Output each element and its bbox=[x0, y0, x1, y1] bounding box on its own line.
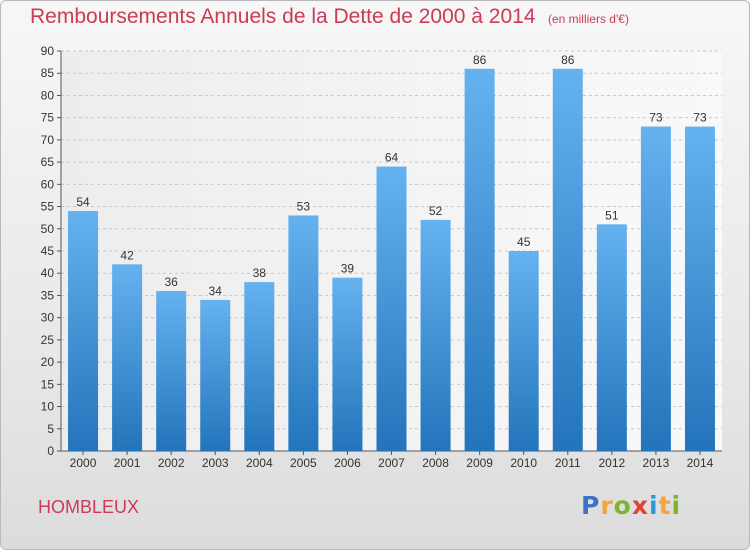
x-tick-label: 2006 bbox=[334, 456, 361, 470]
bar-2006 bbox=[332, 277, 363, 451]
value-label: 36 bbox=[164, 275, 178, 289]
value-label: 54 bbox=[76, 195, 90, 209]
bar-2011 bbox=[552, 68, 583, 452]
bar-2010 bbox=[508, 251, 539, 451]
value-label: 73 bbox=[693, 111, 707, 125]
bar-2007 bbox=[376, 166, 407, 452]
y-tick-label: 75 bbox=[41, 111, 55, 125]
logo-letter: x bbox=[631, 491, 649, 520]
y-tick-label: 0 bbox=[47, 444, 54, 458]
logo-letter: P bbox=[581, 491, 601, 520]
proxiti-logo: Proxiti bbox=[581, 491, 681, 520]
bar-2003 bbox=[200, 299, 231, 451]
bar-2012 bbox=[596, 224, 627, 451]
value-label: 64 bbox=[385, 151, 399, 165]
x-tick-label: 2005 bbox=[290, 456, 317, 470]
y-tick-label: 35 bbox=[41, 288, 55, 302]
plot-area: 0 5 10 15 20 25 30 35 40 45 50 55 60 65 70 75 80 85 90 54 20… bbox=[41, 44, 722, 470]
x-tick-label: 2002 bbox=[158, 456, 185, 470]
y-tick-label: 40 bbox=[41, 266, 55, 280]
y-tick-label: 25 bbox=[41, 333, 55, 347]
x-tick-label: 2003 bbox=[202, 456, 229, 470]
bar-2002 bbox=[156, 291, 187, 451]
bar-2013 bbox=[640, 126, 671, 452]
logo-letter: o bbox=[613, 491, 632, 520]
y-tick-label: 10 bbox=[41, 400, 55, 414]
x-tick-label: 2012 bbox=[598, 456, 625, 470]
value-label: 51 bbox=[605, 208, 619, 222]
logo-letter: t bbox=[658, 491, 672, 520]
bar-2001 bbox=[112, 264, 143, 451]
value-label: 73 bbox=[649, 111, 663, 125]
x-tick-label: 2013 bbox=[643, 456, 670, 470]
y-tick-label: 45 bbox=[41, 244, 55, 258]
value-label: 52 bbox=[429, 204, 443, 218]
x-tick-label: 2007 bbox=[378, 456, 405, 470]
bar-2009 bbox=[464, 68, 495, 452]
value-label: 34 bbox=[209, 284, 223, 298]
y-tick-label: 30 bbox=[41, 311, 55, 325]
y-tick-label: 85 bbox=[41, 66, 55, 80]
y-tick-label: 15 bbox=[41, 377, 55, 391]
logo-letter: r bbox=[600, 491, 614, 520]
y-tick-label: 90 bbox=[41, 44, 55, 58]
bar-2000 bbox=[68, 211, 99, 451]
y-tick-label: 65 bbox=[41, 155, 55, 169]
x-tick-label: 2010 bbox=[510, 456, 537, 470]
chart-title: Remboursements Annuels de la Dette de 20… bbox=[30, 5, 629, 29]
bar-2008 bbox=[420, 219, 451, 451]
value-label: 45 bbox=[517, 235, 531, 249]
chart-title-main: Remboursements Annuels de la Dette de 20… bbox=[30, 5, 536, 28]
bar-2004 bbox=[244, 282, 275, 451]
bar-2014 bbox=[684, 126, 715, 452]
y-tick-label: 70 bbox=[41, 133, 55, 147]
x-tick-label: 2001 bbox=[114, 456, 141, 470]
commune-name: HOMBLEUX bbox=[38, 497, 140, 517]
y-tick-label: 20 bbox=[41, 355, 55, 369]
chart-title-unit: (en milliers d'€) bbox=[547, 12, 629, 26]
value-label: 38 bbox=[253, 266, 267, 280]
x-tick-label: 2008 bbox=[422, 456, 449, 470]
x-tick-label: 2000 bbox=[70, 456, 97, 470]
y-tick-label: 60 bbox=[41, 177, 55, 191]
bar-2005 bbox=[288, 215, 319, 451]
logo-letter: i bbox=[671, 491, 682, 520]
x-tick-label: 2009 bbox=[466, 456, 493, 470]
value-label: 39 bbox=[341, 262, 355, 276]
x-tick-label: 2011 bbox=[555, 456, 581, 470]
y-tick-label: 5 bbox=[47, 422, 54, 436]
y-tick-label: 55 bbox=[41, 200, 55, 214]
logo-letter: i bbox=[649, 491, 659, 520]
x-tick-label: 2014 bbox=[687, 456, 714, 470]
value-label: 53 bbox=[297, 199, 311, 213]
value-label: 86 bbox=[561, 53, 575, 67]
y-tick-label: 50 bbox=[41, 222, 55, 236]
x-tick-label: 2004 bbox=[246, 456, 273, 470]
value-label: 86 bbox=[473, 53, 487, 67]
y-tick-label: 80 bbox=[41, 88, 55, 102]
value-label: 42 bbox=[120, 248, 134, 262]
